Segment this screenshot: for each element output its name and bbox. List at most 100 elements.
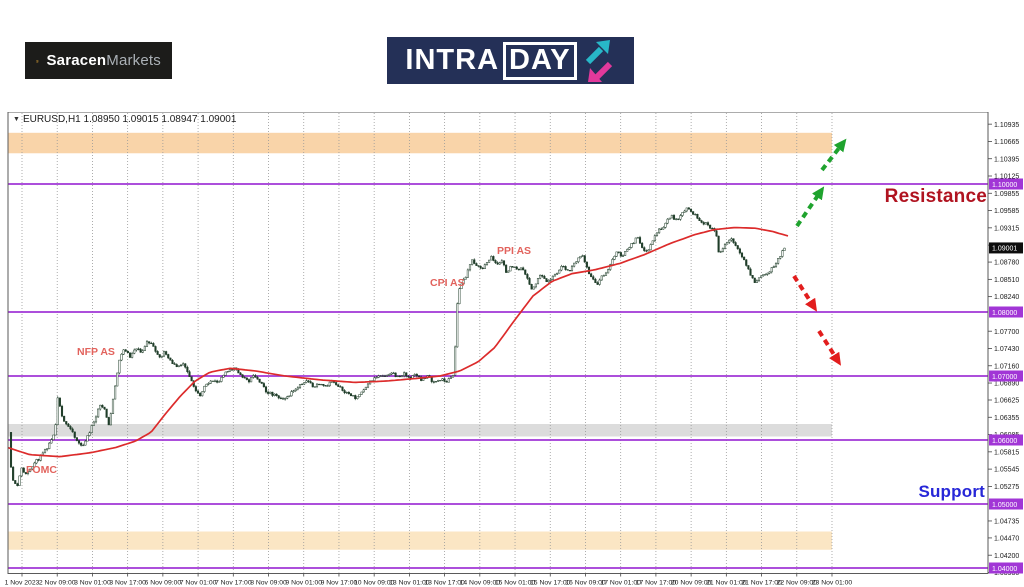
- candlestick: [630, 243, 633, 248]
- candlestick: [719, 251, 722, 253]
- candlestick-chart[interactable]: 1.10935 1.10665 1.10395 1.10125 1.09855 1.095…: [0, 112, 1024, 587]
- candlestick: [296, 387, 299, 390]
- candlestick: [322, 383, 325, 386]
- candlestick: [581, 255, 584, 257]
- candlestick: [407, 375, 410, 378]
- candlestick: [517, 268, 520, 271]
- candlestick: [20, 467, 23, 477]
- candlestick: [328, 381, 331, 386]
- candlestick: [213, 380, 217, 382]
- candlestick: [434, 381, 438, 383]
- candlestick: [335, 382, 338, 385]
- candlestick: [513, 266, 516, 268]
- candlestick: [498, 262, 501, 265]
- candlestick: [740, 252, 744, 258]
- candlestick: [298, 384, 302, 389]
- candlestick: [781, 250, 784, 257]
- svg-text:1.07430: 1.07430: [994, 346, 1019, 353]
- candlestick: [171, 360, 174, 364]
- candles-group: [9, 207, 786, 487]
- candlestick: [131, 353, 134, 358]
- svg-text:10 Nov 09:00: 10 Nov 09:00: [354, 580, 395, 587]
- candlestick: [413, 374, 416, 376]
- candlestick: [343, 390, 346, 393]
- svg-text:1.10395: 1.10395: [994, 156, 1019, 163]
- candlestick: [570, 265, 574, 271]
- candlestick: [681, 212, 684, 216]
- candlestick: [451, 375, 455, 378]
- candlestick: [779, 256, 782, 259]
- candlestick: [239, 372, 242, 376]
- candlestick: [494, 260, 497, 264]
- current-price-tag: [989, 242, 1023, 254]
- plot-border: [7, 112, 989, 574]
- candlestick: [152, 343, 155, 347]
- candlestick: [109, 413, 112, 426]
- moving-average-line: [7, 226, 789, 458]
- candlestick: [377, 375, 380, 378]
- candlestick: [734, 242, 737, 246]
- level-price-tag: [989, 178, 1023, 190]
- svg-text:22 Nov 09:00: 22 Nov 09:00: [777, 580, 818, 587]
- candlestick: [530, 284, 533, 290]
- svg-text:7 Nov 01:00: 7 Nov 01:00: [180, 580, 217, 587]
- svg-text:1.07700: 1.07700: [994, 329, 1019, 336]
- candlestick: [441, 378, 444, 381]
- candlestick: [175, 364, 178, 367]
- candlestick: [381, 375, 384, 377]
- candlestick: [284, 398, 287, 400]
- candlestick: [473, 259, 476, 264]
- candlestick: [250, 377, 253, 383]
- candlestick: [205, 383, 208, 387]
- candlestick: [532, 286, 535, 290]
- candlestick: [182, 363, 185, 366]
- svg-text:17 Nov 17:00: 17 Nov 17:00: [636, 580, 677, 587]
- svg-text:1.04735: 1.04735: [994, 519, 1019, 526]
- candlestick: [483, 264, 486, 269]
- candlestick: [488, 259, 491, 263]
- candlestick: [258, 378, 261, 383]
- svg-text:23 Nov 01:00: 23 Nov 01:00: [812, 580, 853, 587]
- svg-text:9 Nov 01:00: 9 Nov 01:00: [285, 580, 322, 587]
- candlestick: [390, 372, 393, 375]
- candlestick: [677, 218, 680, 220]
- saracen-word-light: Markets: [106, 51, 161, 69]
- candlestick: [339, 386, 342, 388]
- candlestick: [196, 390, 200, 394]
- saracen-monogram-icon: S: [36, 59, 39, 63]
- candlestick: [286, 396, 289, 399]
- candlestick: [277, 395, 280, 399]
- candlestick: [651, 240, 654, 245]
- candlestick: [14, 480, 17, 484]
- candlestick: [94, 416, 98, 423]
- event-label-cpi: CPI AS: [430, 277, 465, 289]
- candlestick: [632, 242, 635, 245]
- time-axis[interactable]: 1 Nov 2023 2 Nov 09:003 Nov 01:003 Nov 17…: [5, 573, 853, 587]
- candlestick: [77, 440, 81, 444]
- candlestick: [405, 372, 408, 377]
- candlestick: [273, 393, 276, 396]
- candlestick: [54, 424, 57, 436]
- candlestick: [46, 448, 49, 450]
- candlestick: [228, 369, 231, 372]
- candlestick: [655, 232, 659, 236]
- candlestick: [471, 259, 474, 265]
- candlestick: [141, 350, 144, 353]
- candlestick: [143, 346, 146, 351]
- candlestick: [324, 385, 327, 387]
- candlestick: [50, 439, 53, 444]
- candlestick: [609, 264, 612, 270]
- svg-text:1.04470: 1.04470: [994, 536, 1019, 543]
- candlestick: [294, 388, 297, 391]
- candlestick: [511, 266, 514, 268]
- candlestick: [135, 348, 138, 351]
- svg-text:15 Nov 01:00: 15 Nov 01:00: [495, 580, 536, 587]
- candlestick: [522, 267, 525, 271]
- price-axis[interactable]: 1.10935 1.10665 1.10395 1.10125 1.09855 1.095…: [988, 122, 1023, 577]
- candlestick: [562, 266, 565, 268]
- candlestick: [400, 375, 404, 377]
- candlestick: [67, 423, 70, 427]
- candlestick: [566, 269, 569, 271]
- candlestick: [111, 398, 115, 414]
- candlestick: [124, 349, 127, 352]
